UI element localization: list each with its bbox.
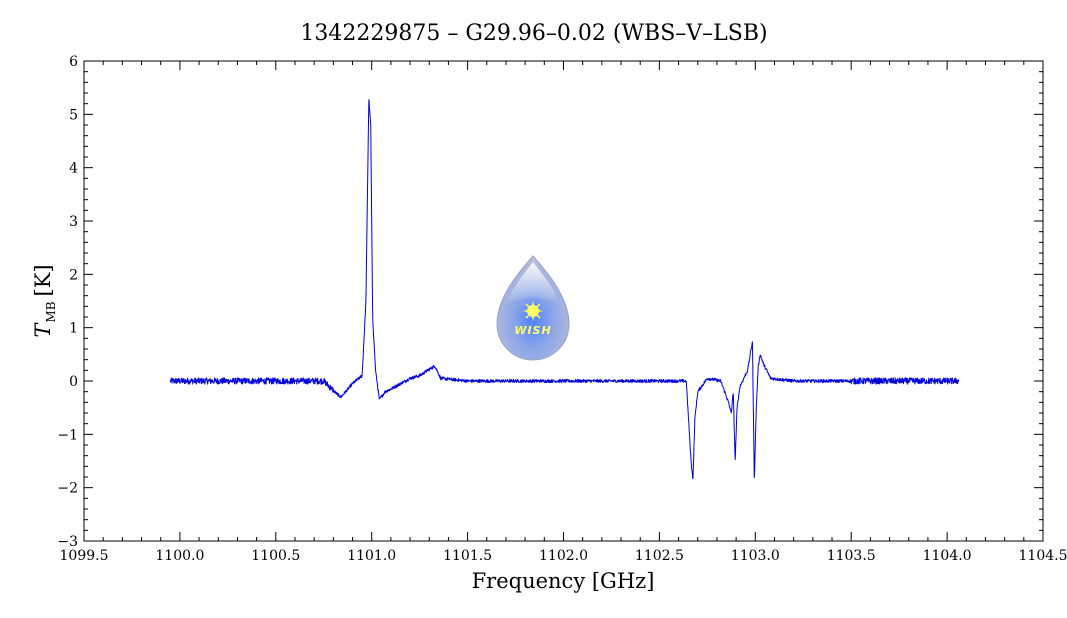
spectrum-series-line xyxy=(169,99,960,480)
chart-title: 1342229875 – G29.96–0.02 (WBS–V–LSB) xyxy=(300,21,767,46)
x-axis-label: Frequency [GHz] xyxy=(472,569,655,593)
x-tick-label: 1100.5 xyxy=(251,548,300,564)
x-tick-label: 1103.5 xyxy=(827,548,876,564)
y-tick-label: 2 xyxy=(69,267,78,283)
y-tick-label: 5 xyxy=(69,107,78,123)
x-tick-label: 1104.5 xyxy=(1019,548,1067,564)
x-tick-label: 1102.5 xyxy=(635,548,684,564)
x-tick-label: 1103.0 xyxy=(731,548,780,564)
y-tick-label: 1 xyxy=(69,321,78,337)
y-axis: −3 −2 −1 0 1 2 3 4 5 6 xyxy=(57,54,1043,550)
y-tick-label: −2 xyxy=(57,481,78,497)
x-tick-label: 1101.0 xyxy=(347,548,396,564)
y-tick-label: 6 xyxy=(69,54,78,70)
y-tick-label: 4 xyxy=(69,161,78,177)
y-axis-label-sub: MB xyxy=(44,301,58,322)
y-tick-label: 3 xyxy=(69,214,78,230)
svg-text:TMB[K]: TMB [K] xyxy=(31,264,58,337)
wish-logo: WISH xyxy=(496,255,570,361)
y-tick-label: 0 xyxy=(69,374,78,390)
x-tick-label: 1104.0 xyxy=(923,548,972,564)
x-tick-label: 1100.0 xyxy=(155,548,204,564)
x-tick-label: 1099.5 xyxy=(60,548,109,564)
y-axis-label-main: T xyxy=(31,322,55,338)
y-tick-label: −3 xyxy=(57,534,78,550)
logo-text: WISH xyxy=(514,324,551,337)
x-tick-label: 1102.0 xyxy=(539,548,588,564)
y-axis-label-unit: [K] xyxy=(31,264,55,296)
x-axis: 1099.5 1100.0 1100.5 1101.0 1101.5 1102.0 1102… xyxy=(60,61,1067,564)
star-icon xyxy=(523,301,543,321)
x-tick-label: 1101.5 xyxy=(443,548,492,564)
y-axis-label: TMB [K] xyxy=(31,264,58,337)
y-tick-label: −1 xyxy=(57,427,78,443)
